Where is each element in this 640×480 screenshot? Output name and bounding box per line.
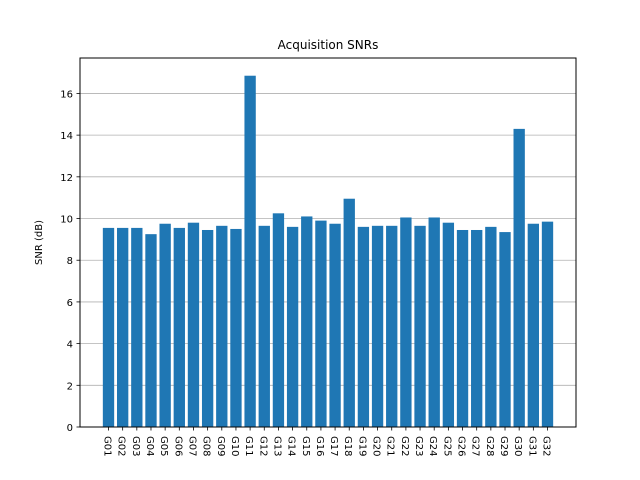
bar-g22 <box>400 217 412 427</box>
plot-frame <box>79 57 577 428</box>
x-tick-label: G23 <box>413 436 424 456</box>
bar-g05 <box>159 223 171 427</box>
y-tick-label: 0 <box>67 423 73 434</box>
bar-g04 <box>145 234 157 427</box>
x-tick-label: G26 <box>456 436 467 456</box>
x-tick-label: G30 <box>512 436 523 456</box>
bar-g01 <box>102 227 115 427</box>
bar-g21 <box>386 225 398 427</box>
bar-g30 <box>513 128 525 428</box>
x-tick-label: G22 <box>399 436 410 456</box>
x-tick-label: G21 <box>385 436 396 456</box>
x-tick-label: G03 <box>130 436 141 456</box>
x-tick-label: G29 <box>498 436 509 456</box>
bar-g23 <box>414 225 426 427</box>
x-tick-label: G24 <box>427 436 438 456</box>
bar-g24 <box>428 217 440 427</box>
x-tick-label: G27 <box>470 436 481 456</box>
bar-g27 <box>471 229 483 427</box>
bar-g31 <box>527 223 540 427</box>
y-tick-label: 6 <box>67 298 73 309</box>
bar-g14 <box>286 226 299 427</box>
y-tick-label: 4 <box>67 340 73 351</box>
x-tick-label: G32 <box>541 436 552 456</box>
x-tick-label: G15 <box>300 436 311 456</box>
bar-g20 <box>371 225 384 427</box>
x-tick-label: G04 <box>144 436 155 456</box>
bar-g28 <box>485 226 497 427</box>
y-tick-label: 8 <box>67 256 73 267</box>
x-axis-ticks: G01 G02 G03 G04 G05 G06 G07 G08 G09 G10 G11 G12 G13 G… <box>102 427 552 456</box>
x-tick-label: G14 <box>286 436 297 456</box>
x-tick-label: G20 <box>371 436 382 456</box>
x-tick-label: G28 <box>484 436 495 456</box>
x-tick-label: G07 <box>186 436 197 456</box>
x-tick-label: G12 <box>257 436 268 456</box>
x-tick-label: G13 <box>271 436 282 456</box>
bar-g29 <box>499 232 511 427</box>
bar-g07 <box>187 222 200 427</box>
bar-g17 <box>329 223 341 427</box>
bar-g11 <box>244 75 256 427</box>
bar-g06 <box>173 227 185 427</box>
bar-g13 <box>272 213 285 427</box>
bar-g09 <box>216 225 228 427</box>
x-tick-label: G17 <box>328 436 339 456</box>
bar-g12 <box>258 225 270 427</box>
bar-g15 <box>301 216 313 427</box>
bar-g18 <box>343 198 355 427</box>
x-tick-label: G06 <box>172 436 183 456</box>
x-tick-label: G18 <box>342 436 353 456</box>
x-tick-label: G01 <box>102 436 113 456</box>
y-axis-ticks: 0 2 4 6 8 10 12 14 16 <box>60 89 80 434</box>
x-tick-label: G25 <box>441 436 452 456</box>
bar-g03 <box>131 227 143 427</box>
y-tick-label: 16 <box>60 89 73 100</box>
x-tick-label: G10 <box>229 436 240 456</box>
x-tick-label: G31 <box>526 436 537 456</box>
x-tick-label: G11 <box>243 436 254 456</box>
y-tick-label: 10 <box>60 215 73 226</box>
y-tick-label: 12 <box>60 173 73 184</box>
bar-g26 <box>456 229 469 427</box>
bar-g32 <box>541 221 554 427</box>
bar-g10 <box>230 228 242 427</box>
x-tick-label: G09 <box>215 436 226 456</box>
x-tick-label: G02 <box>116 436 127 456</box>
x-tick-label: G08 <box>201 436 212 456</box>
bar-g25 <box>442 222 455 427</box>
x-tick-label: G19 <box>356 436 367 456</box>
y-axis-label: SNR (dB) <box>34 220 45 265</box>
y-tick-label: 14 <box>60 131 73 142</box>
bar-g19 <box>357 226 370 427</box>
chart-title: Acquisition SNRs <box>278 38 379 52</box>
bar-g16 <box>315 220 327 427</box>
x-tick-label: G16 <box>314 436 325 456</box>
x-tick-label: G05 <box>158 436 169 456</box>
y-tick-label: 2 <box>67 381 73 392</box>
bars <box>102 75 554 428</box>
bar-g08 <box>201 229 214 427</box>
bar-g02 <box>116 227 129 427</box>
